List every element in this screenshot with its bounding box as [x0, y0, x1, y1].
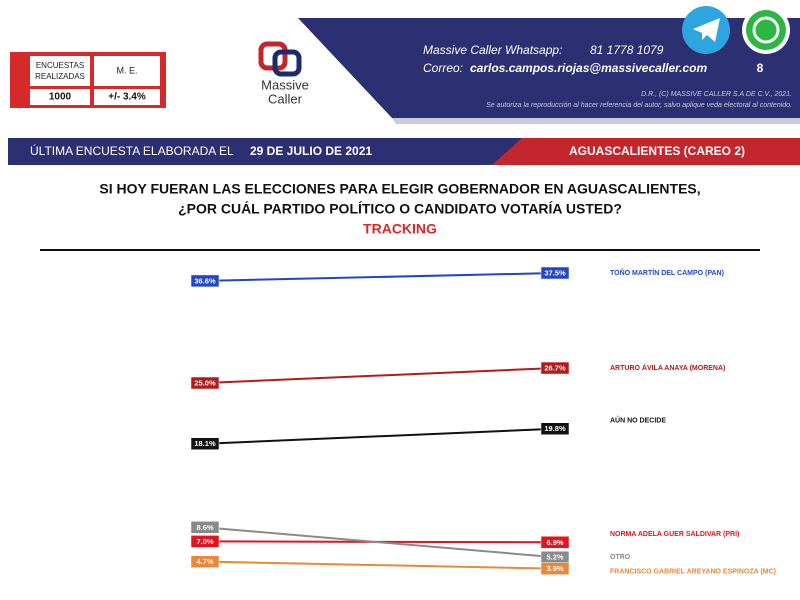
value-label: 37.5% [544, 268, 566, 277]
whatsapp-icon-inner [746, 10, 786, 50]
surveys-value: 1000 [49, 92, 72, 103]
banner-prefix: ÚLTIMA ENCUESTA ELABORADA EL [30, 143, 234, 158]
series-name: TOÑO MARTÍN DEL CAMPO (PAN) [610, 268, 724, 277]
chart-title: ¿POR CUÁL PARTIDO POLÍTICO O CANDIDATO V… [178, 201, 622, 217]
series-line [204, 560, 556, 570]
stats-cell [30, 89, 90, 105]
series-line [204, 427, 556, 445]
value-label: 7.0% [196, 537, 213, 546]
whatsapp-glyph [752, 16, 780, 44]
stats-cell [94, 56, 160, 86]
stats-cell [94, 89, 160, 105]
series-line [204, 367, 556, 384]
value-label-box [190, 437, 220, 450]
copyright: D.R., (C) MASSIVE CALLER S.A DE C.V., 20… [641, 91, 792, 98]
value-label: 36.6% [194, 276, 216, 285]
page-number: 8 [757, 61, 764, 75]
banner-accent [492, 138, 800, 165]
series-name: FRANCISCO GABRIEL AREYANO ESPINOZA (MC) [610, 569, 776, 576]
value-label: 26.7% [544, 364, 566, 373]
value-label-box [190, 555, 220, 568]
value-label-box [190, 274, 220, 288]
series-line [204, 526, 556, 559]
chart-subtitle: TRACKING [363, 221, 437, 237]
banner-date: 29 DE JULIO DE 2021 [250, 144, 372, 158]
series-name: OTRO [610, 554, 631, 561]
value-label: 19.8% [544, 424, 566, 433]
series-name: AÚN NO DECIDE [610, 416, 666, 425]
banner-region: AGUASCALIENTES (CAREO 2) [569, 144, 745, 158]
email: carlos.campos.riojas@massivecaller.com [470, 61, 708, 75]
value-label-box [540, 562, 570, 575]
margin-value: +/- 3.4% [108, 92, 146, 103]
value-label: 8.6% [196, 523, 213, 532]
value-label: 18.1% [194, 439, 216, 448]
value-label-box [540, 422, 570, 436]
logo-text: Caller [268, 91, 303, 106]
surveys-label-box: ENCUESTAS REALIZADAS [35, 61, 85, 81]
surveys-label: ENCUESTAS REALIZADAS [35, 61, 85, 81]
value-label: 25.0% [194, 378, 216, 387]
whatsapp-label: Massive Caller Whatsapp: [423, 43, 562, 57]
header-band [298, 18, 800, 118]
value-label: 5.2% [546, 553, 563, 562]
chart-title: SI HOY FUERAN LAS ELECCIONES PARA ELEGIR… [99, 181, 700, 197]
stats-cell [30, 56, 90, 86]
value-label-box [190, 376, 220, 390]
series-name: ARTURO ÁVILA ANAYA (MORENA) [610, 363, 725, 372]
value-label: 4.7% [196, 557, 213, 566]
value-label-box [190, 535, 220, 548]
logo-icon [272, 49, 302, 77]
value-label-box [190, 521, 220, 534]
value-label: 6.9% [546, 538, 563, 547]
value-label-box [540, 536, 570, 549]
series-name: NORMA ADELA GUER SALDIVAR (PRI) [610, 531, 739, 538]
value-label-box [540, 361, 570, 375]
series-line [204, 272, 556, 282]
telegram-glyph [693, 18, 720, 42]
notice: Se autoriza la reproducción al hacer ref… [486, 102, 792, 109]
value-label-box [540, 266, 570, 280]
value-label: 3.9% [546, 564, 563, 573]
margin-label: M. E. [116, 65, 137, 75]
email-label: Correo: [423, 61, 463, 75]
header-band-edge [392, 118, 800, 124]
whatsapp-number: 81 1778 1079 [590, 43, 664, 57]
logo-text: Massive [261, 77, 309, 92]
